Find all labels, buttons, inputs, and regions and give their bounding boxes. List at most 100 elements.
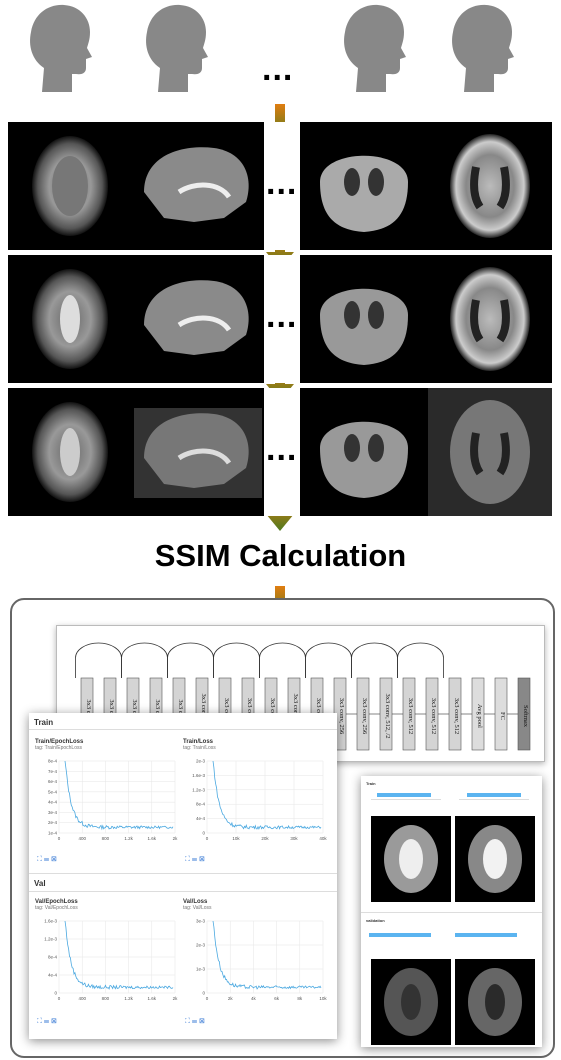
x-tick-label: 1.6k: [148, 836, 157, 841]
layer-label: 3x3 conv, 512, /2: [384, 694, 391, 739]
y-tick-label: 1e-3: [196, 967, 206, 972]
section-title-val: Val: [34, 879, 46, 888]
x-tick-label: 1.2k: [124, 996, 133, 1001]
ellipsis: ...: [266, 430, 298, 468]
axial-t2-scan: [8, 388, 130, 516]
tensorboard-card: Train Val Train/EpochLoss tag: Train/Epo…: [29, 713, 337, 1039]
x-tick-label: 2k: [173, 836, 179, 841]
chart-controls[interactable]: ⛶ ☰ ⊠: [185, 856, 205, 863]
axial-t1-scan: [428, 255, 552, 383]
y-tick-label: 1.6e-3: [192, 773, 205, 778]
x-tick-label: 2k: [228, 996, 234, 1001]
x-tick-label: 1.2k: [124, 836, 133, 841]
axial-t2-scan: [8, 122, 130, 250]
y-tick-label: 1.6e-3: [44, 919, 57, 924]
ellipsis: ...: [266, 297, 298, 335]
layer-label: 3x3 conv, 256: [338, 698, 345, 735]
coronal-scan: [302, 122, 426, 250]
chart-val-epochloss: Val/EpochLoss tag: Val/EpochLoss 0 4e-4 8e…: [35, 899, 183, 1031]
brain-image-train-output: [455, 816, 535, 902]
y-tick-label: 6e-4: [48, 779, 58, 784]
x-tick-label: 4k: [251, 996, 257, 1001]
brain-image-val-input: [371, 959, 451, 1045]
chart-title: Train/EpochLoss: [35, 739, 84, 745]
y-tick-label: 2e-3: [196, 759, 206, 764]
layer-block: [517, 677, 531, 751]
mri-row: ...: [8, 388, 552, 516]
layer-label: 3x3 conv, 512: [407, 698, 414, 735]
x-tick-label: 0: [206, 996, 209, 1001]
chart-title: Train/Loss: [183, 739, 214, 745]
loss-plot: 0 4e-4 8e-4 1.2e-3 1.6e-3 2e-3 0 10k 20k 30k 40k: [192, 759, 327, 842]
x-tick-label: 30k: [290, 836, 298, 841]
chart-controls[interactable]: ⛶ ☰ ⊠: [37, 1018, 57, 1025]
brain-image-val-output: [455, 959, 535, 1045]
loss-plot: 0 1e-3 2e-3 3e-3 0 2k 4k 6k 8k 10k: [196, 919, 327, 1002]
chart-controls[interactable]: ⛶ ☰ ⊠: [185, 1018, 205, 1025]
coronal-scan: [302, 255, 426, 383]
sagittal-scan: [134, 388, 262, 516]
x-tick-label: 6k: [274, 996, 280, 1001]
mri-row: ...: [8, 122, 552, 250]
head-silhouette-icon: [344, 4, 406, 92]
x-tick-label: 400: [78, 996, 86, 1001]
y-tick-label: 4e-4: [196, 816, 206, 821]
chart-tag: tag: Val/EpochLoss: [35, 905, 78, 911]
skip-connection-arc: [351, 642, 398, 678]
y-tick-label: 0: [54, 991, 57, 996]
y-tick-label: 3e-3: [196, 919, 206, 924]
axial-t1-scan: [428, 122, 552, 250]
ellipsis: ...: [262, 50, 294, 88]
layer-label: 3x3 conv, 512: [453, 698, 460, 735]
coronal-scan: [302, 388, 426, 516]
y-tick-label: 4e-4: [48, 973, 58, 978]
chart-train-epochloss: Train/EpochLoss tag: Train/EpochLoss 1e-…: [35, 739, 183, 867]
head-silhouette-icon: [452, 4, 514, 92]
sagittal-scan: [134, 122, 262, 250]
chart-val-loss: Val/Loss tag: Val/Loss 0 1e-3 2e-3 3e-3 0 2k 4…: [183, 899, 331, 1031]
chart-tag: tag: Val/Loss: [183, 905, 212, 911]
x-tick-label: 10k: [319, 996, 327, 1001]
y-tick-label: 5e-4: [48, 789, 58, 794]
y-tick-label: 4e-4: [48, 800, 58, 805]
skip-connection-arc: [305, 642, 352, 678]
x-tick-label: 2k: [173, 996, 179, 1001]
ssim-heading: SSIM Calculation: [154, 538, 407, 573]
layer-label: FC: [499, 712, 506, 720]
loss-plot: 0 4e-4 8e-4 1.2e-3 1.6e-3 0 400 800 1.2k 1.6k 2k: [44, 919, 179, 1002]
y-tick-label: 1.2e-3: [192, 787, 205, 792]
ellipsis: ...: [266, 164, 298, 202]
chart-tag: tag: Train/Loss: [183, 745, 216, 751]
x-tick-label: 0: [206, 836, 209, 841]
y-tick-label: 8e-4: [196, 802, 206, 807]
loss-curve: [64, 760, 174, 831]
sagittal-scan: [134, 255, 262, 383]
x-tick-label: 800: [102, 836, 110, 841]
x-tick-label: 800: [102, 996, 110, 1001]
x-tick-label: 0: [58, 836, 61, 841]
y-tick-label: 8e-4: [48, 759, 58, 764]
chart-controls[interactable]: ⛶ ☰ ⊠: [37, 856, 57, 863]
layer-label: 3x3 conv, 512: [430, 698, 437, 735]
head-silhouette-icon: [30, 4, 92, 92]
skip-connection-arc: [259, 642, 306, 678]
chart-title: Val/Loss: [183, 899, 208, 905]
skip-connection-arc: [75, 642, 122, 678]
y-tick-label: 0: [202, 831, 205, 836]
x-tick-label: 40k: [319, 836, 327, 841]
y-tick-label: 2e-3: [196, 943, 206, 948]
skip-connection-arc: [167, 642, 214, 678]
chart-tag: tag: Train/EpochLoss: [35, 745, 82, 751]
mri-row: ...: [8, 255, 552, 383]
chart-title: Val/EpochLoss: [35, 899, 78, 905]
brain-image-train-input: [371, 816, 451, 902]
axial-t1-scan: [428, 388, 552, 516]
loss-curve: [64, 920, 174, 990]
skip-connection-arc: [397, 642, 444, 678]
layer-label: Avg pool: [476, 704, 483, 728]
layer-label: 3x3 conv, 256: [361, 698, 368, 735]
section-title-validation: validation: [366, 918, 385, 923]
x-tick-label: 8k: [297, 996, 303, 1001]
layer-label: Softmax: [522, 705, 529, 728]
loss-curve: [212, 760, 322, 830]
